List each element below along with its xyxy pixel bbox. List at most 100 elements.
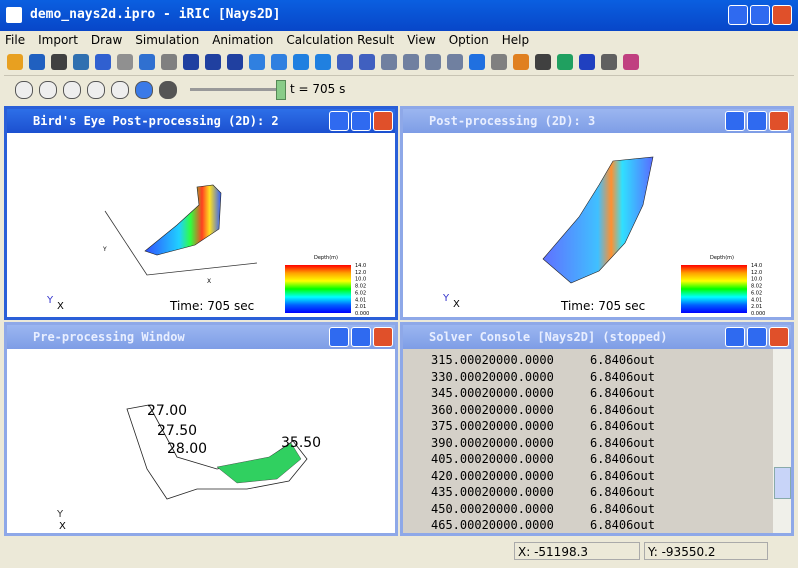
toolbar-button[interactable] [117, 54, 133, 70]
legend-label: 6.02 [751, 290, 762, 296]
toolbar-button[interactable] [183, 54, 199, 70]
time-text: Time: 705 sec [169, 299, 254, 313]
legend-label: 14.0 [355, 263, 366, 269]
time-text: Time: 705 sec [560, 299, 645, 313]
console-line: 315.00020000.0000 6.8406out [431, 353, 655, 367]
animation-button[interactable] [15, 81, 33, 99]
time-slider[interactable] [190, 88, 286, 91]
triad: Y [46, 295, 54, 306]
legend-label: 10.0 [751, 277, 762, 283]
toolbar-button[interactable] [469, 54, 485, 70]
toolbar-button[interactable] [29, 54, 45, 70]
toolbar-button[interactable] [249, 54, 265, 70]
toolbar-button[interactable] [491, 54, 507, 70]
window-birds-eye[interactable]: Bird's Eye Post-processing (2D): 2 Y X T… [4, 106, 398, 320]
animation-button[interactable] [39, 81, 57, 99]
slider-thumb[interactable] [276, 80, 286, 100]
toolbar-button[interactable] [535, 54, 551, 70]
toolbar-button[interactable] [623, 54, 639, 70]
window-post-2d[interactable]: Post-processing (2D): 3 Time: 705 sec De… [400, 106, 794, 320]
toolbar-button[interactable] [381, 54, 397, 70]
triad: Y [56, 509, 64, 520]
legend-title: Depth(m) [710, 255, 734, 261]
console-line: 465.00020000.0000 6.8406out [431, 518, 655, 532]
toolbar-button[interactable] [293, 54, 309, 70]
menu-item[interactable]: Calculation Result [286, 33, 395, 47]
menu-item[interactable]: File [5, 33, 26, 47]
animation-button[interactable] [87, 81, 105, 99]
legend-label: 12.0 [751, 270, 762, 276]
console-line: 390.00020000.0000 6.8406out [431, 435, 655, 450]
plot: Y X Time: 705 sec Depth(m) 14.012.010.08.… [46, 184, 369, 317]
toolbar-button[interactable] [271, 54, 287, 70]
toolbar-button[interactable] [403, 54, 419, 70]
animation-button[interactable] [63, 81, 81, 99]
toolbar-button[interactable] [139, 54, 155, 70]
window-title: demo_nays2d.ipro - iRIC [Nays2D] [30, 7, 281, 22]
menu-item[interactable]: Animation [212, 33, 274, 47]
toolbar-button[interactable] [579, 54, 595, 70]
legend-label: 0.000 [751, 311, 765, 317]
animation-button[interactable] [135, 81, 153, 99]
cross-section-label: 27.00 [147, 403, 187, 419]
animation-toolbar: t = 705 s [4, 77, 398, 102]
toolbar-button[interactable] [425, 54, 441, 70]
cross-section-label: 35.50 [281, 435, 321, 451]
menu-item[interactable]: Draw [90, 33, 123, 47]
toolbar-button[interactable] [51, 54, 67, 70]
grid-mesh [126, 404, 308, 500]
cross-section-label: 28.00 [167, 441, 207, 457]
legend-label: 2.01 [355, 304, 366, 310]
plot: 27.00 27.50 28.00 35.50 Y X [56, 403, 321, 532]
console-line: 360.00020000.0000 6.8406out [431, 402, 655, 417]
toolbar-button[interactable] [73, 54, 89, 70]
toolbar-button[interactable] [205, 54, 221, 70]
toolbar-button[interactable] [95, 54, 111, 70]
toolbar-button[interactable] [315, 54, 331, 70]
colorbar [285, 265, 351, 313]
window-controls[interactable] [728, 5, 792, 25]
triad: Y [442, 293, 450, 304]
toolbar [4, 50, 794, 76]
title-bar: demo_nays2d.ipro - iRIC [Nays2D] [0, 0, 798, 31]
status-y: Y: -93550.2 [644, 542, 768, 560]
toolbar-button[interactable] [557, 54, 573, 70]
time-label: t = 705 s [290, 82, 346, 96]
toolbar-button[interactable] [447, 54, 463, 70]
legend-title: Depth(m) [314, 255, 338, 261]
legend-label: 14.0 [751, 263, 762, 269]
console-output: 315.00020000.0000 6.8406out 330.00020000.… [403, 349, 773, 533]
legend-label: 12.0 [355, 270, 366, 276]
surface [542, 156, 654, 284]
menu-item[interactable]: Import [38, 33, 78, 47]
menu-item[interactable]: Simulation [135, 33, 200, 47]
console-line: 405.00020000.0000 6.8406out [431, 452, 655, 466]
toolbar-button[interactable] [337, 54, 353, 70]
app-icon [6, 7, 22, 23]
legend-label: 10.0 [355, 277, 366, 283]
window-pre-processing[interactable]: Pre-processing Window 27.00 27.50 28.00 … [4, 322, 398, 536]
window-solver-console[interactable]: Solver Console [Nays2D] (stopped) 315.00… [400, 322, 794, 536]
toolbar-button[interactable] [227, 54, 243, 70]
axis-y-label: Y [102, 246, 107, 253]
toolbar-button[interactable] [359, 54, 375, 70]
animation-button[interactable] [159, 81, 177, 99]
menu-item[interactable]: Option [448, 33, 489, 47]
menu-item[interactable]: View [407, 33, 436, 47]
toolbar-button[interactable] [161, 54, 177, 70]
plot: Time: 705 sec Depth(m) 14.012.010.08.026.… [442, 156, 765, 317]
animation-button[interactable] [111, 81, 129, 99]
legend-label: 4.01 [355, 297, 366, 303]
axes [104, 210, 258, 276]
menu-item[interactable]: Help [501, 33, 530, 47]
depth-field [216, 442, 302, 484]
toolbar-button[interactable] [513, 54, 529, 70]
scrollbar[interactable] [773, 349, 791, 533]
toolbar-button[interactable] [7, 54, 23, 70]
legend-label: 8.02 [355, 284, 366, 290]
toolbar-button[interactable] [601, 54, 617, 70]
console-line: 345.00020000.0000 6.8406out [431, 386, 655, 400]
legend-label: 2.01 [751, 304, 762, 310]
status-x: X: -51198.3 [514, 542, 640, 560]
